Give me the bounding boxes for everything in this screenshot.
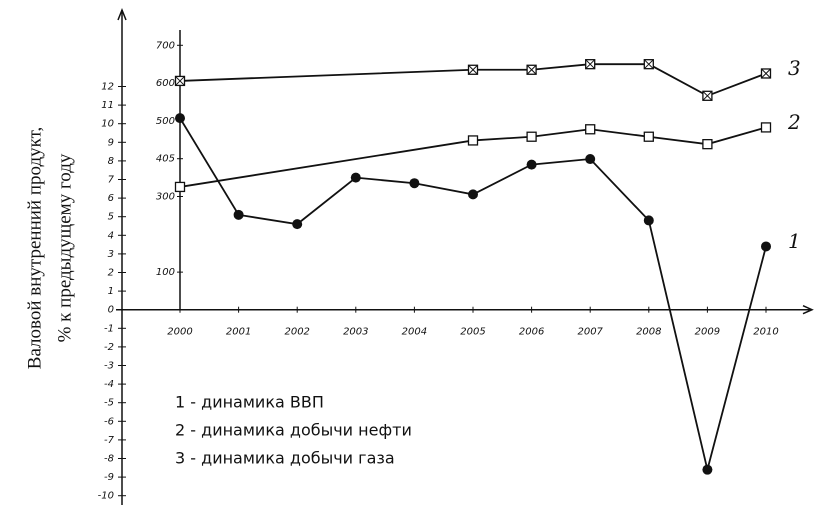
y-tick-label: 0 — [108, 305, 114, 316]
point — [527, 160, 537, 170]
y2-tick-label: 300 — [156, 192, 175, 203]
point — [702, 465, 712, 475]
x-tick-label: 2008 — [636, 327, 661, 338]
point — [644, 132, 653, 141]
y-tick-label: -2 — [104, 342, 114, 353]
y-tick-label: -6 — [104, 416, 114, 427]
point — [176, 182, 185, 191]
y2-tick-label: 100 — [156, 267, 175, 278]
point — [703, 140, 712, 149]
point — [292, 219, 302, 229]
y-tick-label: 2 — [108, 268, 114, 279]
x-tick-label: 2009 — [695, 327, 720, 338]
x-tick-label: 2006 — [519, 327, 544, 338]
x-tick-label: 2007 — [577, 327, 603, 338]
series-end-label: 2 — [787, 110, 801, 134]
point — [469, 136, 478, 145]
x-tick-label: 2010 — [753, 327, 778, 338]
chart: -10-9-8-7-6-5-4-3-2-10123456789101112100… — [0, 0, 820, 511]
point — [761, 241, 771, 251]
y-tick-label: 12 — [101, 82, 114, 93]
x-tick-label: 2002 — [284, 327, 309, 338]
y2-tick-label: 500 — [156, 116, 175, 127]
x-tick-label: 2000 — [167, 327, 192, 338]
y-tick-label: 8 — [108, 156, 114, 167]
y-tick-label: -5 — [104, 398, 114, 409]
x-tick-label: 2004 — [402, 327, 427, 338]
point — [527, 132, 536, 141]
y-tick-label: 9 — [108, 137, 114, 148]
series-end-label: 3 — [788, 56, 801, 80]
y-tick-label: -1 — [104, 323, 114, 334]
y-tick-label: 7 — [108, 175, 115, 186]
y-title-line: Валовой внутренний продукт, — [24, 127, 45, 369]
x-tick-label: 2003 — [343, 327, 368, 338]
legend-entry: 3 - динамика добычи газа — [175, 449, 395, 468]
y-tick-label: 11 — [101, 100, 114, 111]
y-tick-label: -8 — [104, 454, 114, 465]
x-tick-label: 2001 — [226, 327, 251, 338]
y-tick-label: 10 — [101, 119, 114, 130]
y2-tick-label: 600 — [156, 78, 175, 89]
y2-tick-label: 700 — [156, 40, 175, 51]
point — [586, 125, 595, 134]
point — [175, 113, 185, 123]
point — [762, 123, 771, 132]
point — [585, 154, 595, 164]
y-title-line: % к предыдущему году — [54, 153, 75, 342]
y-tick-label: 6 — [108, 193, 114, 204]
y-tick-label: -3 — [104, 361, 114, 372]
series-end-label: 1 — [788, 229, 801, 253]
point — [468, 189, 478, 199]
y-tick-label: 4 — [108, 230, 114, 241]
y-tick-label: -7 — [104, 435, 115, 446]
point — [644, 215, 654, 225]
y-tick-label: -9 — [104, 472, 114, 483]
legend-entry: 1 - динамика ВВП — [175, 393, 324, 412]
point — [351, 173, 361, 183]
y2-tick-label: 405 — [156, 154, 175, 165]
y-tick-label: 5 — [108, 212, 114, 223]
y-tick-label: 3 — [108, 249, 114, 260]
series-line — [180, 118, 766, 470]
point — [409, 178, 419, 188]
y-tick-label: -10 — [98, 491, 114, 502]
point — [234, 210, 244, 220]
x-tick-label: 2005 — [460, 327, 485, 338]
legend-entry: 2 - динамика добычи нефти — [175, 421, 412, 440]
y-tick-label: -4 — [104, 379, 114, 390]
y-tick-label: 1 — [108, 286, 114, 297]
y-axis-title: Валовой внутренний продукт, % к предыдуще… — [24, 127, 75, 369]
